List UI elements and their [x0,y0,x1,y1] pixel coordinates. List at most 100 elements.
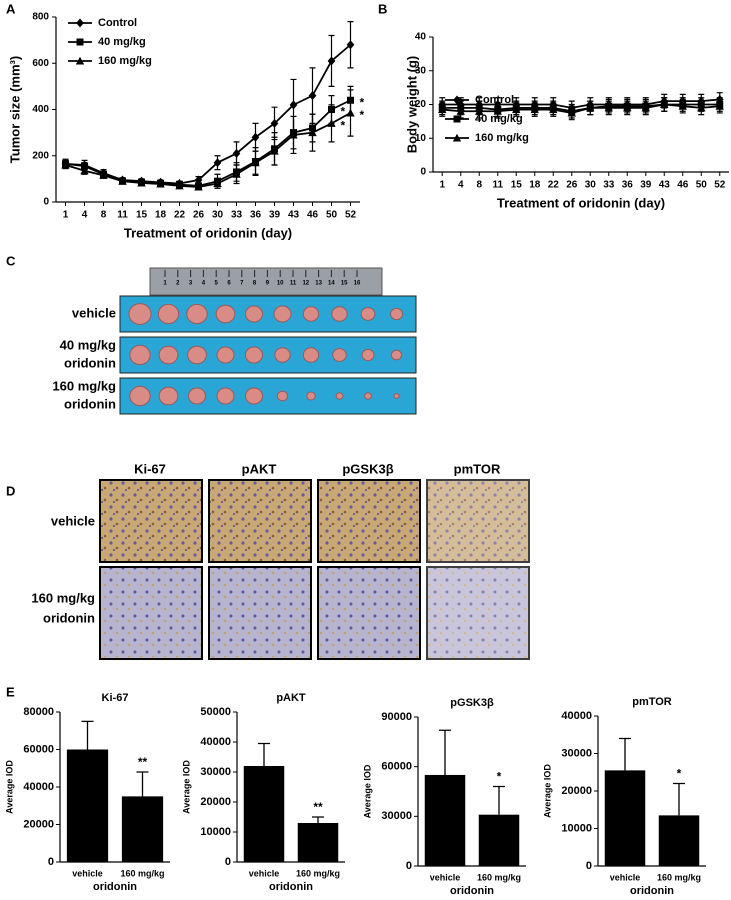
y-tick-label: 10 [415,133,427,144]
x-tick-label: 39 [269,210,281,221]
marker [475,107,484,115]
y-tick-label: 10000 [200,826,231,838]
y-tick-label: 20000 [200,796,231,808]
ruler-label: 8 [253,281,257,287]
tumor [245,346,263,364]
y-tick-label: 0 [48,856,54,868]
x-tick-label: 50 [326,210,338,221]
marker [175,181,184,190]
tumor [215,304,236,324]
marker [213,179,222,187]
x-tick-label: 30 [212,210,224,221]
chart-title: pAKT [276,692,306,704]
ruler-label: 2 [176,281,180,287]
chart-title: Ki-67 [102,692,129,704]
row-label: vehicle [51,513,95,528]
legend-label: Control [475,94,514,106]
marker [452,133,462,142]
marker [456,107,465,115]
bar [66,749,109,862]
legend-label: Control [98,17,137,29]
bar [121,796,164,862]
bar [243,766,285,862]
legend-label: 40 mg/kg [475,113,523,125]
annotation: * [341,105,346,119]
annotation: * [360,108,365,122]
ruler-label: 11 [290,281,297,287]
x-tick-label: 15 [511,180,523,191]
error-bar [673,782,685,816]
y-tick-label: 20000 [561,785,592,797]
marker [327,56,336,66]
x-tick-label: 33 [231,210,243,221]
row-label: 160 mg/kg [52,378,116,393]
x-tick-label: 160 mg/kg [296,868,340,878]
error-bar [136,771,149,797]
x-tick-label: 160 mg/kg [120,868,164,878]
y-tick-label: 200 [32,150,49,161]
marker [81,162,88,170]
y-axis-label: Average IOD [542,764,552,818]
x-tick-label: 36 [250,210,262,221]
y-tick-label: 0 [420,167,426,178]
marker [270,146,279,155]
chart-title: pmTOR [632,696,672,708]
x-axis-label: oridonin [630,885,674,897]
marker [118,176,127,185]
marker [641,103,650,112]
ihc-image [208,566,312,660]
x-axis-label: oridonin [93,881,137,893]
row-label: oridonin [64,396,116,411]
row-label: oridonin [43,610,95,625]
x-tick-label: 39 [640,180,652,191]
annotation: ** [138,755,148,769]
ruler-label: 10 [277,281,284,287]
marker [549,105,558,114]
ihc-image [317,479,421,563]
x-tick-label: 15 [136,210,148,221]
tumor [306,391,316,401]
legend-label: 160 mg/kg [98,55,152,67]
ihc-image [426,566,530,660]
legend-label: 40 mg/kg [98,36,146,48]
marker [586,103,595,112]
y-axis-label: Average IOD [362,764,372,818]
marker [660,100,669,108]
row-label: 40 mg/kg [60,337,116,352]
x-tick-label: 18 [155,210,167,221]
x-tick-label: vehicle [430,872,461,882]
marker [453,115,461,123]
bar [297,823,339,862]
y-tick-label: 0 [43,197,49,208]
x-tick-label: 36 [622,180,634,191]
tumor [216,387,235,405]
marker [493,107,502,115]
marker [346,40,355,50]
x-tick-label: 33 [603,180,615,191]
series-line [442,103,720,114]
marker [213,158,222,168]
y-tick-label: 30000 [381,810,412,822]
x-tick-label: 52 [345,210,357,221]
ruler-label: 4 [202,281,206,287]
x-tick-label: 30 [585,180,597,191]
marker [604,103,613,112]
ruler-label: 7 [240,281,244,287]
error-bar [258,742,270,766]
x-tick-label: vehicle [610,872,641,882]
marker [76,18,84,28]
y-tick-label: 0 [225,856,231,868]
x-tick-label: 11 [117,210,128,221]
panel-label: B [378,1,387,16]
ruler-label: 9 [266,281,270,287]
y-tick-label: 80000 [23,706,54,718]
y-axis-label: Average IOD [4,760,14,814]
tumor [390,349,403,361]
y-tick-label: 40 [415,32,427,43]
ruler-label: 13 [315,281,322,287]
marker [289,130,298,139]
x-tick-label: 22 [548,180,560,191]
marker [438,105,447,114]
tumor [186,303,208,325]
series-line [65,112,351,188]
